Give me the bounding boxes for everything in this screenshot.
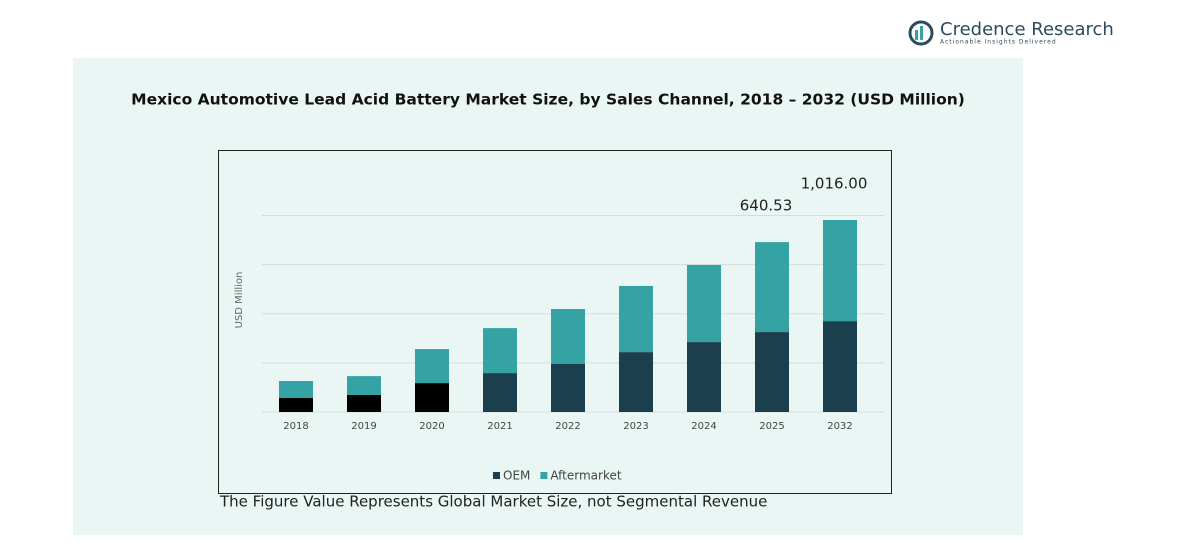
x-tick-label: 2021: [487, 421, 512, 432]
bar-segment: [687, 342, 721, 412]
bar-segment: [755, 242, 789, 333]
annotation: 1,016.00: [801, 174, 868, 192]
footnote: The Figure Value Represents Global Marke…: [219, 493, 767, 511]
bar-segment: [551, 309, 585, 364]
bar-segment: [823, 219, 857, 322]
bar-segment: [279, 398, 313, 412]
bar-segment: [619, 285, 653, 353]
bar-segment: [823, 321, 857, 412]
bar-segment: [483, 373, 517, 412]
logo-icon: [920, 26, 923, 40]
legend-swatch: [540, 472, 548, 479]
annotation: 640.53: [740, 197, 793, 215]
bar-segment: [619, 352, 653, 412]
panel: [73, 58, 1023, 535]
bar-segment: [755, 332, 789, 412]
x-tick-label: 2020: [419, 421, 444, 432]
brand-tagline: Actionable Insights Delivered: [940, 39, 1057, 46]
brand-name: Credence Research: [940, 19, 1114, 40]
y-axis-label: USD Million: [234, 272, 245, 329]
x-tick-label: 2025: [759, 421, 784, 432]
bar-segment: [415, 349, 449, 384]
legend-label: OEM: [503, 469, 530, 483]
bar-segment: [687, 264, 721, 343]
x-tick-label: 2022: [555, 421, 580, 432]
chart-title: Mexico Automotive Lead Acid Battery Mark…: [131, 91, 965, 109]
logo-icon: [908, 20, 934, 46]
logo: Credence Research Actionable Insights De…: [908, 19, 1114, 46]
x-tick-label: 2024: [691, 421, 716, 432]
logo-icon: [915, 30, 918, 40]
x-tick-label: 2032: [827, 421, 852, 432]
legend-swatch: [493, 472, 500, 479]
x-tick-label: 2023: [623, 421, 648, 432]
bar-segment: [347, 394, 381, 412]
x-tick-label: 2018: [283, 421, 308, 432]
bar-segment: [415, 383, 449, 412]
bar-segment: [483, 328, 517, 374]
legend-label: Aftermarket: [550, 469, 621, 483]
bar-segment: [551, 363, 585, 412]
bar-segment: [347, 376, 381, 395]
bar-segment: [279, 381, 313, 399]
x-tick-label: 2019: [351, 421, 376, 432]
plot-frame: [218, 150, 892, 494]
